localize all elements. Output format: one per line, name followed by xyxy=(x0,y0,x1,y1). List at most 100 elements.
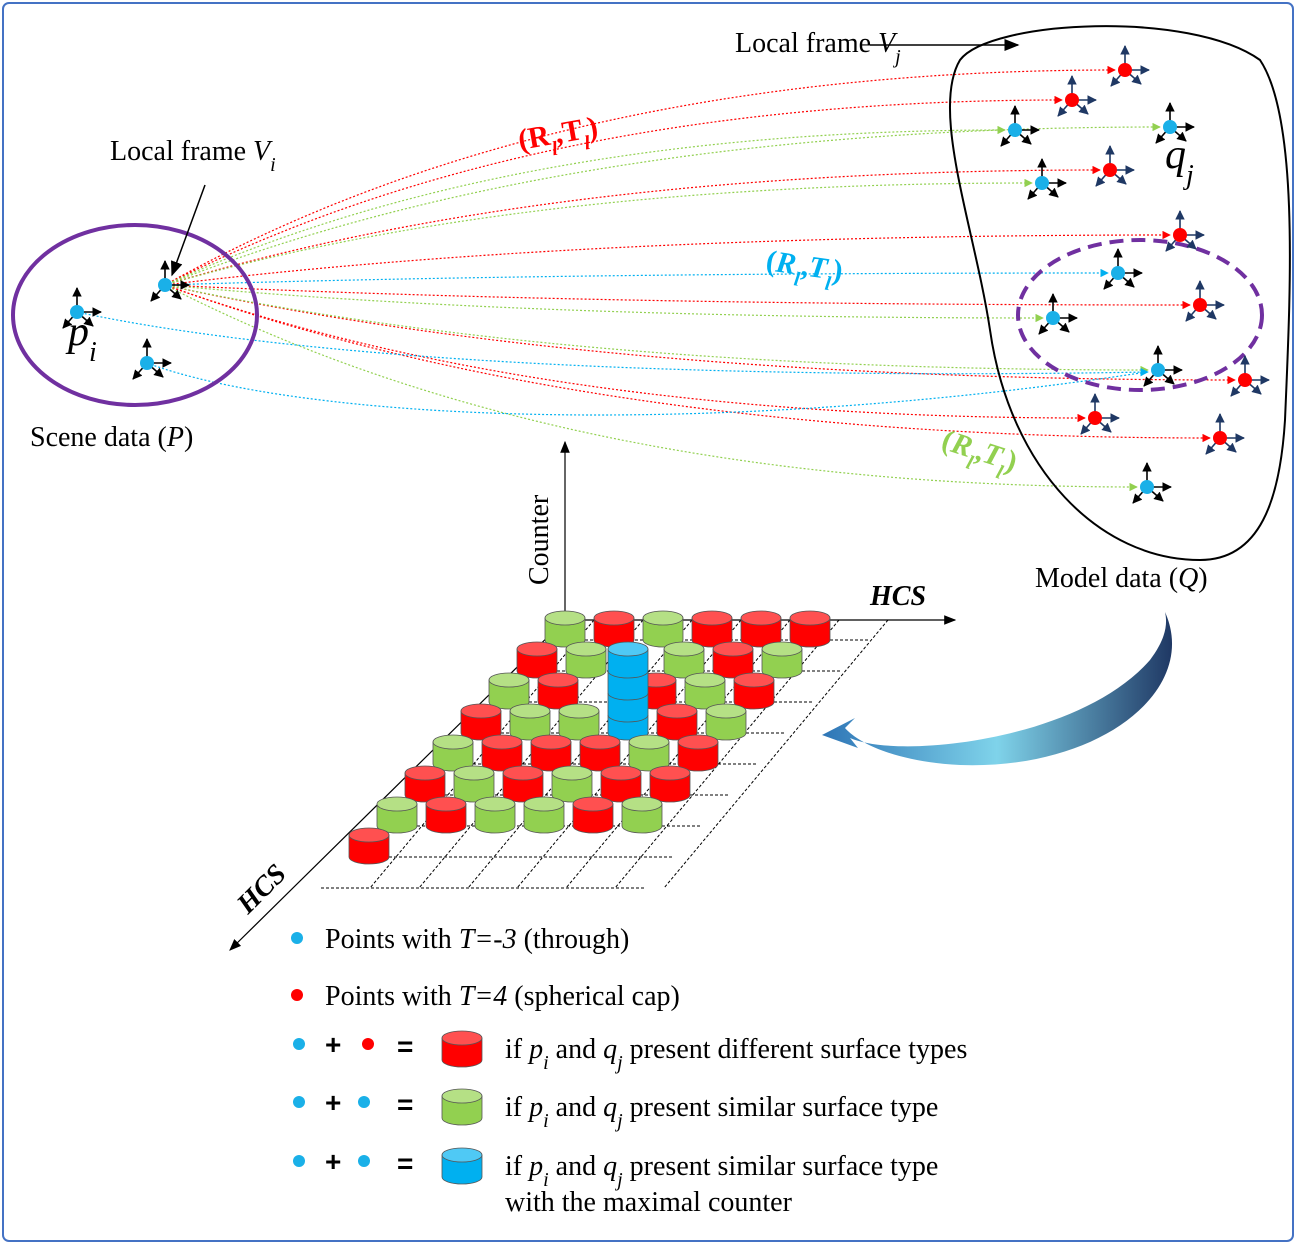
correspondences xyxy=(77,70,1235,487)
axis-label: HCS xyxy=(230,858,292,920)
cylinder-top xyxy=(524,797,564,811)
point xyxy=(158,278,172,292)
correspondence xyxy=(165,235,1170,285)
cylinder-top xyxy=(482,735,522,749)
cylinder-top xyxy=(629,735,669,749)
point-frame xyxy=(1133,463,1171,503)
cylinder-top xyxy=(559,704,599,718)
legend-part: q xyxy=(603,1151,617,1182)
label-var: q xyxy=(1165,132,1186,178)
cylinder-top xyxy=(461,704,501,718)
point xyxy=(1238,373,1252,387)
point-label: qj xyxy=(1165,132,1194,191)
point-frame xyxy=(1039,294,1077,334)
cylinder-body xyxy=(608,649,648,740)
legend-part: if xyxy=(505,1034,529,1065)
legend-part: and xyxy=(549,1092,603,1123)
cylinder-top xyxy=(454,766,494,780)
legend-part: present different surface types xyxy=(623,1034,968,1065)
point xyxy=(1151,363,1165,377)
model-frame-label: Local frame Vj xyxy=(735,28,901,68)
legend-dot xyxy=(293,1155,305,1167)
cylinder-top xyxy=(643,611,683,625)
legend-dot xyxy=(358,1096,370,1108)
label-var: p xyxy=(65,309,89,355)
legend-part: and xyxy=(549,1151,603,1182)
correspondence xyxy=(165,285,1043,318)
legend-equals: = xyxy=(397,1148,413,1179)
transform-label: (Rl,Tl) xyxy=(515,110,601,165)
cylinder-top xyxy=(503,766,543,780)
cylinder-top xyxy=(377,797,417,811)
legend-part: q xyxy=(603,1034,617,1065)
cylinder-top xyxy=(664,642,704,656)
cylinder-top xyxy=(678,735,718,749)
cylinder-top xyxy=(349,828,389,842)
point xyxy=(1065,93,1079,107)
diagram: Local frame Vi pi Scene data (P) Local f… xyxy=(0,0,1297,1245)
legend-text: if pi and qj present similar surface typ… xyxy=(505,1092,938,1132)
cylinder-top xyxy=(517,642,557,656)
point-frame xyxy=(1206,414,1244,454)
legend-text: if pi and qj present different surface t… xyxy=(505,1034,967,1074)
correspondence xyxy=(165,130,1005,285)
correspondence xyxy=(147,363,1147,415)
point-frame xyxy=(1111,46,1149,86)
legend-text: with the maximal counter xyxy=(505,1187,793,1218)
label-part: ) xyxy=(1002,444,1022,478)
legend-dot xyxy=(358,1155,370,1167)
cylinder-top xyxy=(475,797,515,811)
legend-plus: + xyxy=(325,1146,341,1177)
point xyxy=(1173,228,1187,242)
cylinder-top xyxy=(601,766,641,780)
legend-part: (through) xyxy=(517,924,630,955)
correspondence xyxy=(165,183,1032,285)
model-caption: Model data (Q) xyxy=(1035,563,1208,594)
cylinder-top xyxy=(426,797,466,811)
legend-dot xyxy=(293,1038,305,1050)
point-frame xyxy=(1104,249,1142,289)
label-text: Local frame xyxy=(110,136,253,167)
cylinder-top xyxy=(433,735,473,749)
legend-part: Points with xyxy=(325,924,459,955)
point-frame xyxy=(1186,281,1224,321)
legend-part: p xyxy=(527,1092,543,1123)
point xyxy=(140,356,154,370)
cylinder-top xyxy=(510,704,550,718)
point xyxy=(1140,480,1154,494)
legend-part: p xyxy=(527,1151,543,1182)
cylinder-top xyxy=(790,611,830,625)
axis-label: HCS xyxy=(869,581,926,612)
scene-frame-label: Local frame Vi xyxy=(110,136,276,176)
point xyxy=(1088,411,1102,425)
flow-arrow xyxy=(822,612,1172,765)
correspondence xyxy=(165,70,1115,285)
correspondence xyxy=(165,273,1108,285)
point xyxy=(1008,123,1022,137)
point-frame xyxy=(1001,106,1039,146)
legend-part: present similar surface type xyxy=(623,1092,939,1123)
caption-var: Q xyxy=(1178,563,1198,594)
point xyxy=(1213,431,1227,445)
cylinder-top xyxy=(608,642,648,656)
cylinder-top xyxy=(734,673,774,687)
cylinder-top xyxy=(442,1148,482,1162)
cylinder-top xyxy=(762,642,802,656)
caption-var: P xyxy=(166,422,184,453)
legend-part: Points with xyxy=(325,981,459,1012)
cylinders xyxy=(349,611,830,864)
point xyxy=(1035,176,1049,190)
correspondence xyxy=(165,285,1190,305)
cylinder-top xyxy=(442,1089,482,1103)
legend-part: q xyxy=(603,1092,617,1123)
label-sub: i xyxy=(89,337,97,368)
cylinder-top xyxy=(594,611,634,625)
cylinder-top xyxy=(657,704,697,718)
correspondence xyxy=(165,100,1062,285)
label-part: T xyxy=(560,113,585,149)
caption-text: ) xyxy=(1198,563,1207,594)
cylinder-top xyxy=(741,611,781,625)
cylinder-top xyxy=(566,642,606,656)
legend-dot xyxy=(362,1038,374,1050)
cylinder-top xyxy=(580,735,620,749)
